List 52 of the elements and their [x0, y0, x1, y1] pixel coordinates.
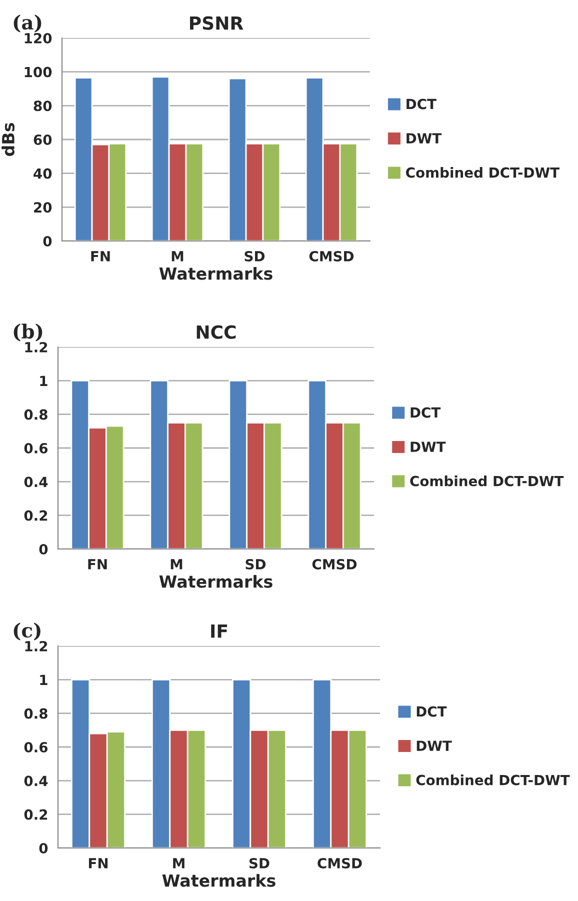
legend-label: DWT — [406, 133, 442, 144]
x-tick-label: FN — [88, 858, 108, 868]
y-tick-label: 0.4 — [24, 476, 48, 488]
legend-label: Combined DCT-DWT — [410, 476, 564, 486]
legend-label: DCT — [410, 407, 441, 418]
x-axis-title: Watermarks — [162, 874, 276, 887]
x-tick-label: CMSD — [318, 858, 362, 868]
legend-label: Combined DCT-DWT — [416, 774, 570, 786]
text: (a) — [14, 14, 42, 32]
x-tick-label: CMSD — [312, 558, 357, 570]
y-tick-label: 120 — [24, 32, 52, 44]
y-tick-label: 0.8 — [24, 409, 48, 420]
y-tick-label: 100 — [24, 66, 52, 78]
y-tick-label: 0.2 — [24, 809, 48, 820]
y-tick-label: 1.2 — [25, 342, 48, 352]
y-tick-label: 60 — [34, 134, 52, 145]
legend-label: Combined DCT-DWT — [406, 167, 560, 178]
y-tick-label: 0 — [39, 842, 48, 854]
x-axis-title: Watermarks — [159, 574, 272, 588]
text: (b) — [14, 324, 42, 342]
y-tick-label: 0.6 — [24, 442, 48, 454]
x-axis-title: Watermarks — [159, 266, 272, 280]
legend-label: DCT — [416, 706, 447, 717]
legend-label: DCT — [406, 98, 436, 110]
y-tick-label: 0.2 — [24, 510, 48, 521]
x-tick-label: M — [170, 559, 182, 570]
y-axis-title: dBs — [2, 123, 14, 156]
chart-title: IF — [211, 624, 228, 638]
x-tick-label: M — [172, 251, 184, 262]
y-tick-label: 80 — [34, 100, 52, 112]
chart-title: NCC — [196, 325, 236, 339]
x-tick-label: FN — [88, 559, 107, 570]
y-tick-label: 1 — [40, 674, 48, 685]
x-tick-label: FN — [91, 251, 110, 262]
y-tick-label: 1 — [40, 376, 48, 386]
x-tick-label: SD — [244, 250, 265, 262]
x-tick-label: SD — [249, 858, 270, 868]
x-tick-label: CMSD — [309, 250, 354, 262]
y-tick-label: 0.4 — [24, 776, 48, 786]
y-tick-label: 1.2 — [25, 640, 48, 652]
y-tick-label: 0 — [43, 236, 52, 246]
y-tick-label: 0.8 — [24, 708, 48, 719]
legend-label: DWT — [416, 740, 452, 751]
text: (c) — [14, 622, 40, 640]
y-tick-label: 0.6 — [24, 742, 48, 752]
y-tick-label: 20 — [34, 202, 52, 213]
legend-label: DWT — [410, 442, 446, 452]
y-tick-label: 0 — [39, 544, 48, 554]
chart-title: PSNR — [190, 16, 244, 30]
x-tick-label: SD — [246, 558, 266, 570]
y-tick-label: 40 — [34, 168, 52, 179]
x-tick-label: M — [173, 858, 184, 868]
